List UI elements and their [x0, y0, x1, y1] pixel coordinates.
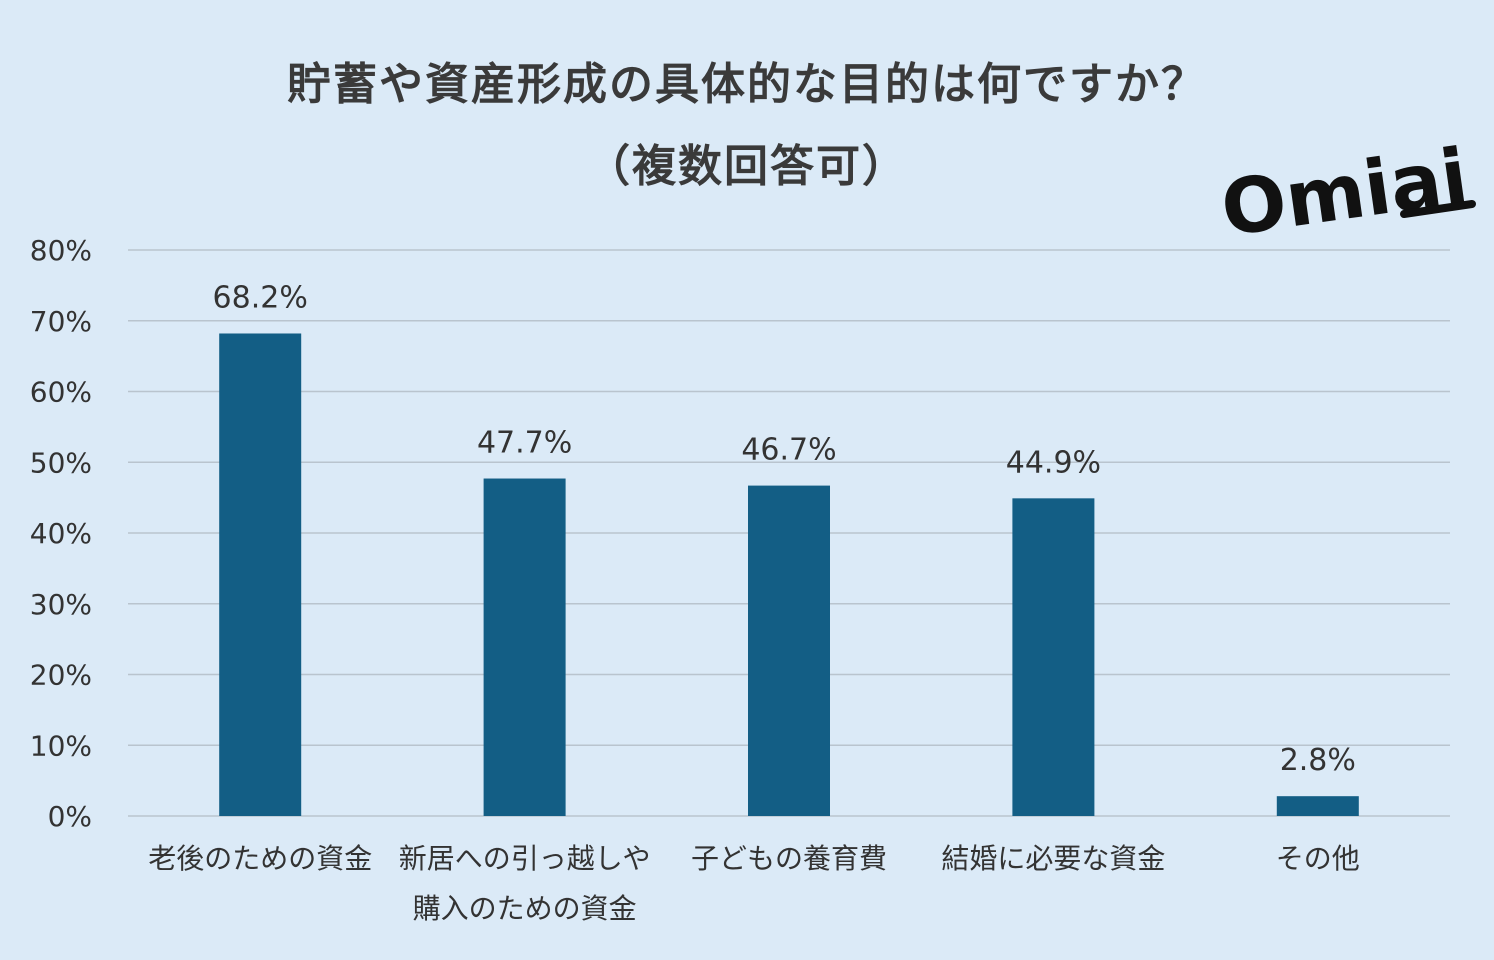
- bar: [219, 333, 302, 816]
- data-label: 46.7%: [741, 433, 836, 468]
- bar: [748, 485, 830, 816]
- chart-title: 貯蓄や資産形成の具体的な目的は何ですか？: [287, 59, 1207, 110]
- y-axis-ticks: 0% 10% 20% 30% 40% 50% 60% 70% 80%: [30, 234, 92, 833]
- y-tick-label: 60%: [30, 376, 92, 409]
- omiai-logo: Omiai: [1216, 131, 1476, 236]
- y-tick-label: 80%: [30, 234, 92, 267]
- data-label: 47.7%: [477, 426, 572, 461]
- y-tick-label: 50%: [30, 446, 92, 479]
- category-label: 老後のための資金: [148, 842, 372, 875]
- y-tick-label: 20%: [30, 659, 92, 692]
- data-label: 68.2%: [213, 280, 308, 315]
- y-tick-label: 70%: [30, 305, 92, 338]
- category-label: 購入のための資金: [413, 892, 637, 925]
- bar: [1276, 796, 1359, 816]
- category-label: 子どもの養育費: [691, 842, 887, 875]
- bar: [483, 478, 566, 816]
- bars: [219, 333, 1359, 816]
- y-tick-label: 40%: [30, 517, 92, 550]
- category-label: その他: [1276, 842, 1360, 875]
- logo-underline: [1400, 200, 1476, 218]
- category-label: 結婚に必要な資金: [941, 842, 1165, 875]
- data-label: 44.9%: [1006, 445, 1101, 480]
- data-labels: 68.2% 47.7% 46.7% 44.9% 2.8%: [213, 280, 1356, 778]
- y-tick-label: 10%: [30, 729, 92, 762]
- y-tick-label: 30%: [30, 588, 92, 621]
- data-label: 2.8%: [1280, 743, 1356, 778]
- y-tick-label: 0%: [48, 800, 92, 833]
- category-label: 新居への引っ越しや: [399, 842, 651, 875]
- chart-subtitle: （複数回答可）: [586, 141, 908, 192]
- bar: [1012, 498, 1095, 816]
